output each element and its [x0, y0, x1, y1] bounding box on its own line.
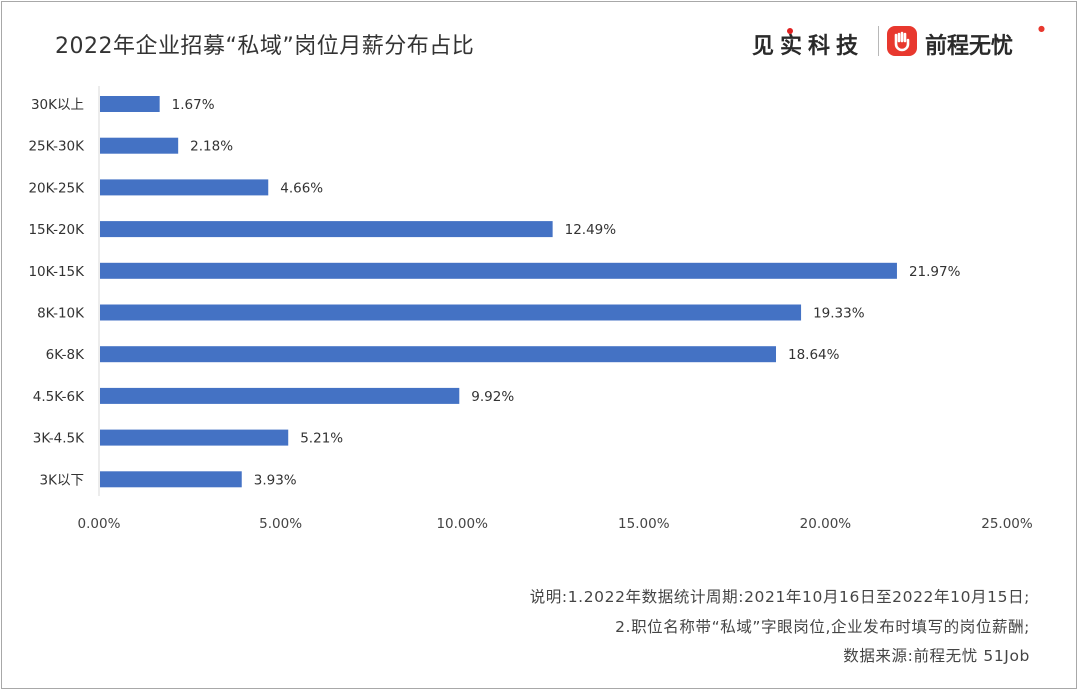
note-line-3: 数据来源:前程无忧 51Job: [843, 647, 1030, 665]
x-tick-label-4: 20.00%: [800, 516, 852, 532]
chart-notes: 说明:1.2022年数据统计周期:2021年10月16日至2022年10月15日…: [530, 583, 1030, 672]
value-label-0: 1.67%: [172, 97, 215, 113]
bar-7: [100, 387, 460, 404]
note-line-1: 说明:1.2022年数据统计周期:2021年10月16日至2022年10月15日…: [529, 588, 1030, 606]
category-label-3: 15K-20K: [28, 222, 85, 238]
x-tick-label-2: 10.00%: [436, 516, 488, 532]
x-tick-label-3: 15.00%: [618, 516, 670, 532]
value-label-8: 5.21%: [300, 431, 343, 447]
chart-title: 2022年企业招募“私域”岗位月薪分布占比: [55, 34, 475, 59]
category-label-1: 25K-30K: [28, 139, 85, 155]
value-label-9: 3.93%: [254, 472, 297, 488]
bar-8: [100, 429, 289, 446]
value-label-2: 4.66%: [280, 180, 323, 196]
bar-3: [100, 221, 553, 238]
brand-header: 见实科技 前程无忧 ●: [748, 24, 1048, 59]
category-label-4: 10K-15K: [28, 264, 85, 280]
value-label-6: 18.64%: [788, 347, 840, 363]
brand-right-name: 前程无忧: [925, 34, 1014, 59]
bar-0: [100, 96, 160, 112]
brand-divider: [878, 26, 879, 56]
category-label-8: 3K-4.5K: [33, 431, 85, 447]
category-label-6: 6K-8K: [46, 347, 85, 363]
note-line-2: 2.职位名称带“私域”字眼岗位,企业发布时填写的岗位薪酬;: [615, 617, 1030, 636]
bar-4: [100, 262, 897, 279]
x-tick-label-1: 5.00%: [259, 516, 302, 532]
value-label-3: 12.49%: [565, 222, 617, 238]
bar-1: [100, 137, 179, 154]
value-label-5: 19.33%: [813, 306, 865, 322]
value-label-7: 9.92%: [471, 389, 514, 405]
value-label-4: 21.97%: [909, 264, 961, 280]
x-tick-label-5: 25.00%: [981, 516, 1033, 532]
bar-2: [100, 179, 269, 196]
bar-9: [100, 471, 242, 488]
brand-left-name: 见实科技: [752, 34, 865, 59]
category-label-9: 3K以下: [40, 472, 84, 488]
category-label-0: 30K以上: [31, 97, 84, 113]
brand-left-dot-icon: [787, 28, 793, 34]
x-tick-label-0: 0.00%: [78, 516, 121, 532]
value-label-1: 2.18%: [190, 139, 233, 155]
bar-6: [100, 346, 777, 363]
category-label-7: 4.5K-6K: [33, 389, 85, 405]
bar-5: [100, 304, 802, 321]
brand-hand-logo-icon: [887, 26, 917, 56]
category-label-2: 20K-25K: [28, 180, 85, 196]
brand-registered-dot-icon: ●: [1038, 24, 1045, 33]
category-label-5: 8K-10K: [37, 306, 85, 322]
